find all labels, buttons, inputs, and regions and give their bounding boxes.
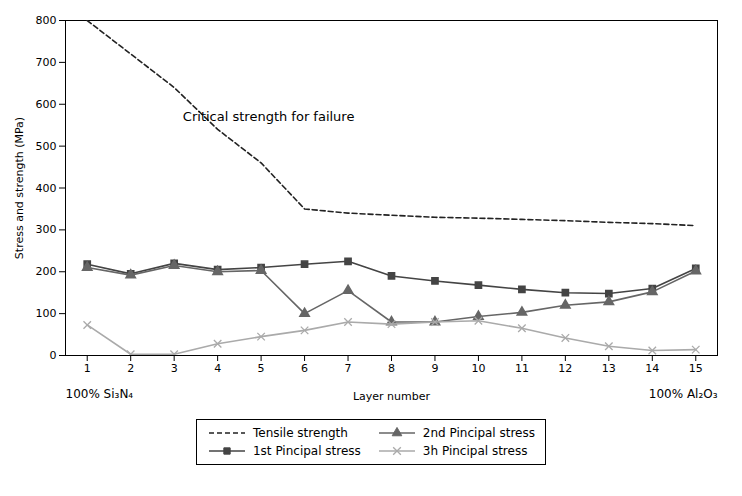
svg-text:Stress and strength (MPa): Stress and strength (MPa) — [13, 117, 26, 259]
svg-text:200: 200 — [36, 265, 57, 278]
svg-text:15: 15 — [689, 362, 703, 375]
svg-text:0: 0 — [50, 349, 57, 362]
svg-text:3: 3 — [171, 362, 178, 375]
html-text:Tensile strength: Tensile strength — [253, 426, 348, 440]
svg-text:4: 4 — [214, 362, 221, 375]
html-text:3h Pincipal stress: 3h Pincipal stress — [422, 444, 528, 458]
svg-text:700: 700 — [36, 56, 57, 69]
svg-text:7: 7 — [345, 362, 352, 375]
svg-text:11: 11 — [515, 362, 529, 375]
svg-text:13: 13 — [602, 362, 616, 375]
svg-text:Critical strength for failure: Critical strength for failure — [183, 109, 355, 124]
svg-text:14: 14 — [645, 362, 659, 375]
svg-text:800: 800 — [36, 14, 57, 27]
svg-text:600: 600 — [36, 98, 57, 111]
svg-text:12: 12 — [558, 362, 572, 375]
svg-text:5: 5 — [258, 362, 265, 375]
svg-text:6: 6 — [301, 362, 308, 375]
svg-text:300: 300 — [36, 223, 57, 236]
svg-text:400: 400 — [36, 182, 57, 195]
svg-text:100: 100 — [36, 307, 57, 320]
svg-text:2: 2 — [127, 362, 134, 375]
svg-text:1: 1 — [84, 362, 91, 375]
svg-text:100% Si₃N₄: 100% Si₃N₄ — [66, 387, 134, 401]
html-text:2nd Pincipal stress: 2nd Pincipal stress — [422, 426, 535, 440]
svg-text:500: 500 — [36, 140, 57, 153]
svg-text:Layer number: Layer number — [353, 390, 431, 403]
svg-text:8: 8 — [388, 362, 395, 375]
svg-text:10: 10 — [471, 362, 485, 375]
svg-text:9: 9 — [431, 362, 438, 375]
html-text:1st Pincipal stress: 1st Pincipal stress — [253, 444, 361, 458]
svg-text:100% Al₂O₃: 100% Al₂O₃ — [649, 387, 718, 401]
